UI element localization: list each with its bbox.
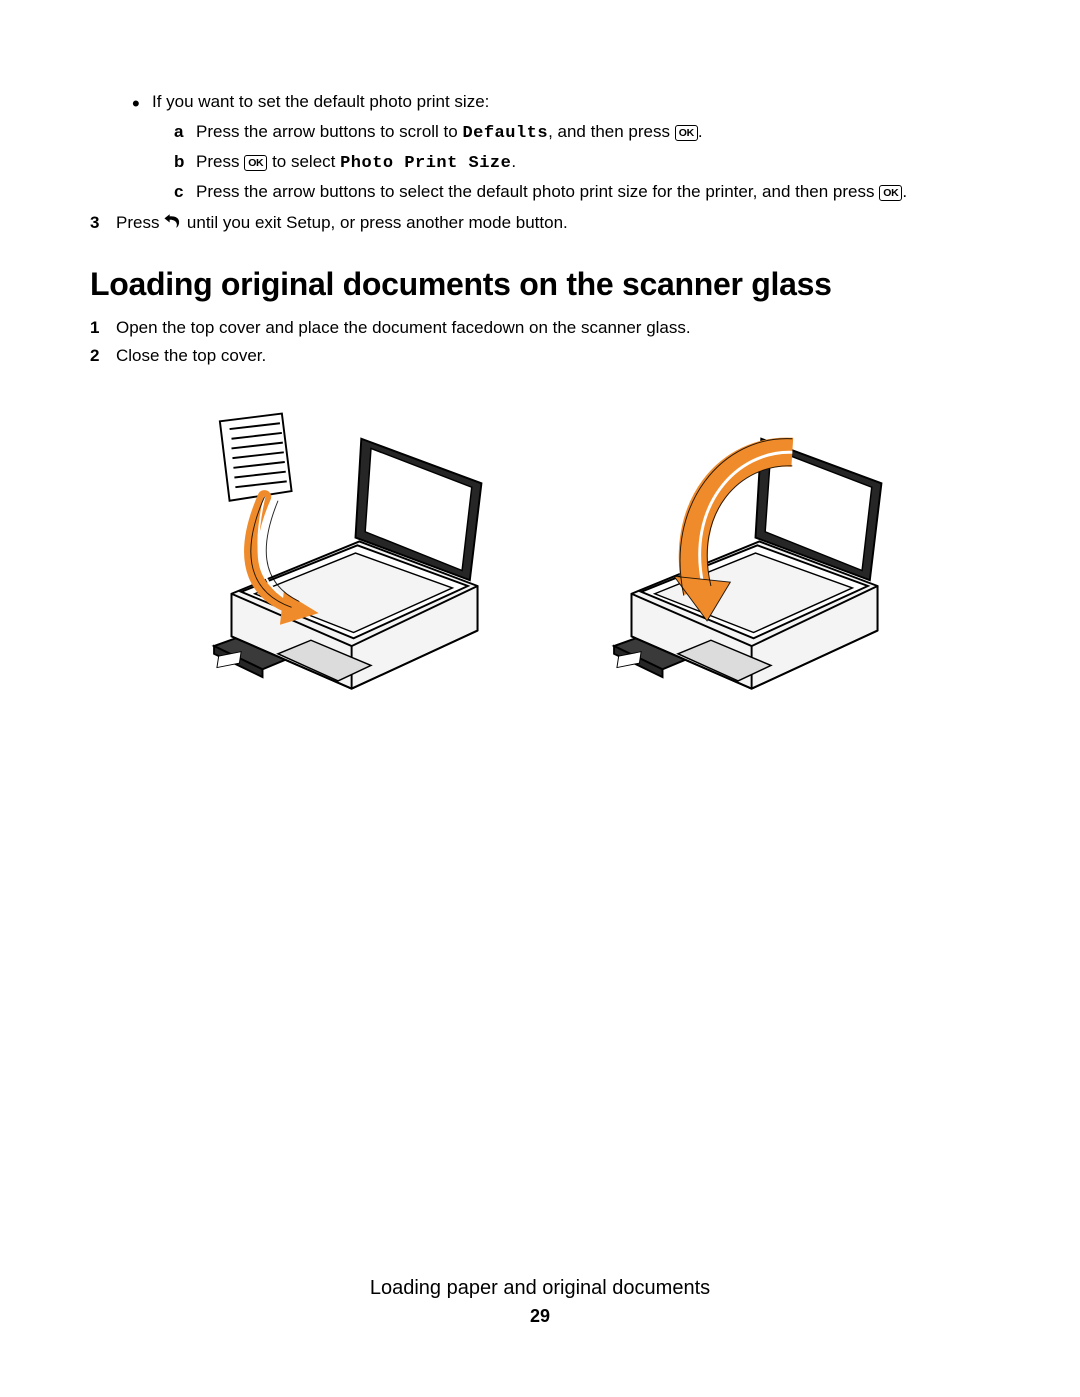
illustrations-row <box>90 400 990 710</box>
sub-step-c: c Press the arrow buttons to select the … <box>174 179 990 205</box>
step3-before: Press <box>116 213 164 232</box>
step3-after: until you exit Setup, or press another m… <box>182 213 568 232</box>
step-3: 3 Press until you exit Setup, or press a… <box>90 210 990 236</box>
bullet-list: If you want to set the default photo pri… <box>130 90 990 206</box>
text-a-after: , and then press <box>548 122 675 141</box>
ok-icon: OK <box>244 155 267 171</box>
bullet-defaults: If you want to set the default photo pri… <box>130 90 990 206</box>
chapter-title: Loading paper and original documents <box>0 1277 1080 1300</box>
sub-step-a: a Press the arrow buttons to scroll to D… <box>174 119 990 147</box>
step-2: 2 Close the top cover. <box>90 343 990 369</box>
illustration-open-place <box>185 400 495 710</box>
mono-photo: Photo Print Size <box>340 154 511 173</box>
sub-list: a Press the arrow buttons to scroll to D… <box>174 119 990 206</box>
step1-text: Open the top cover and place the documen… <box>116 318 691 337</box>
page-number: 29 <box>0 1306 1080 1327</box>
illustration-close-lid <box>585 400 895 710</box>
marker-1: 1 <box>90 315 99 341</box>
text-b-mid: to select <box>267 152 340 171</box>
marker-b: b <box>174 149 184 175</box>
text-c-before: Press the arrow buttons to select the de… <box>196 182 879 201</box>
back-icon <box>164 212 182 228</box>
text-a-before: Press the arrow buttons to scroll to <box>196 122 462 141</box>
num-list-continue: 3 Press until you exit Setup, or press a… <box>90 210 990 236</box>
num-list-loading: 1 Open the top cover and place the docum… <box>90 315 990 370</box>
page-footer: Loading paper and original documents 29 <box>0 1277 1080 1327</box>
text-b-before: Press <box>196 152 244 171</box>
text-a-tail: . <box>698 122 703 141</box>
mono-defaults: Defaults <box>462 124 548 143</box>
marker-3: 3 <box>90 210 99 236</box>
text-b-tail: . <box>511 152 516 171</box>
bullet-intro-text: If you want to set the default photo pri… <box>152 92 489 111</box>
marker-c: c <box>174 179 183 205</box>
step-1: 1 Open the top cover and place the docum… <box>90 315 990 341</box>
ok-icon: OK <box>675 125 698 141</box>
step2-text: Close the top cover. <box>116 346 266 365</box>
marker-2: 2 <box>90 343 99 369</box>
section-heading: Loading original documents on the scanne… <box>90 266 990 303</box>
text-c-tail: . <box>902 182 907 201</box>
sub-step-b: b Press OK to select Photo Print Size. <box>174 149 990 177</box>
ok-icon: OK <box>879 185 902 201</box>
marker-a: a <box>174 119 183 145</box>
